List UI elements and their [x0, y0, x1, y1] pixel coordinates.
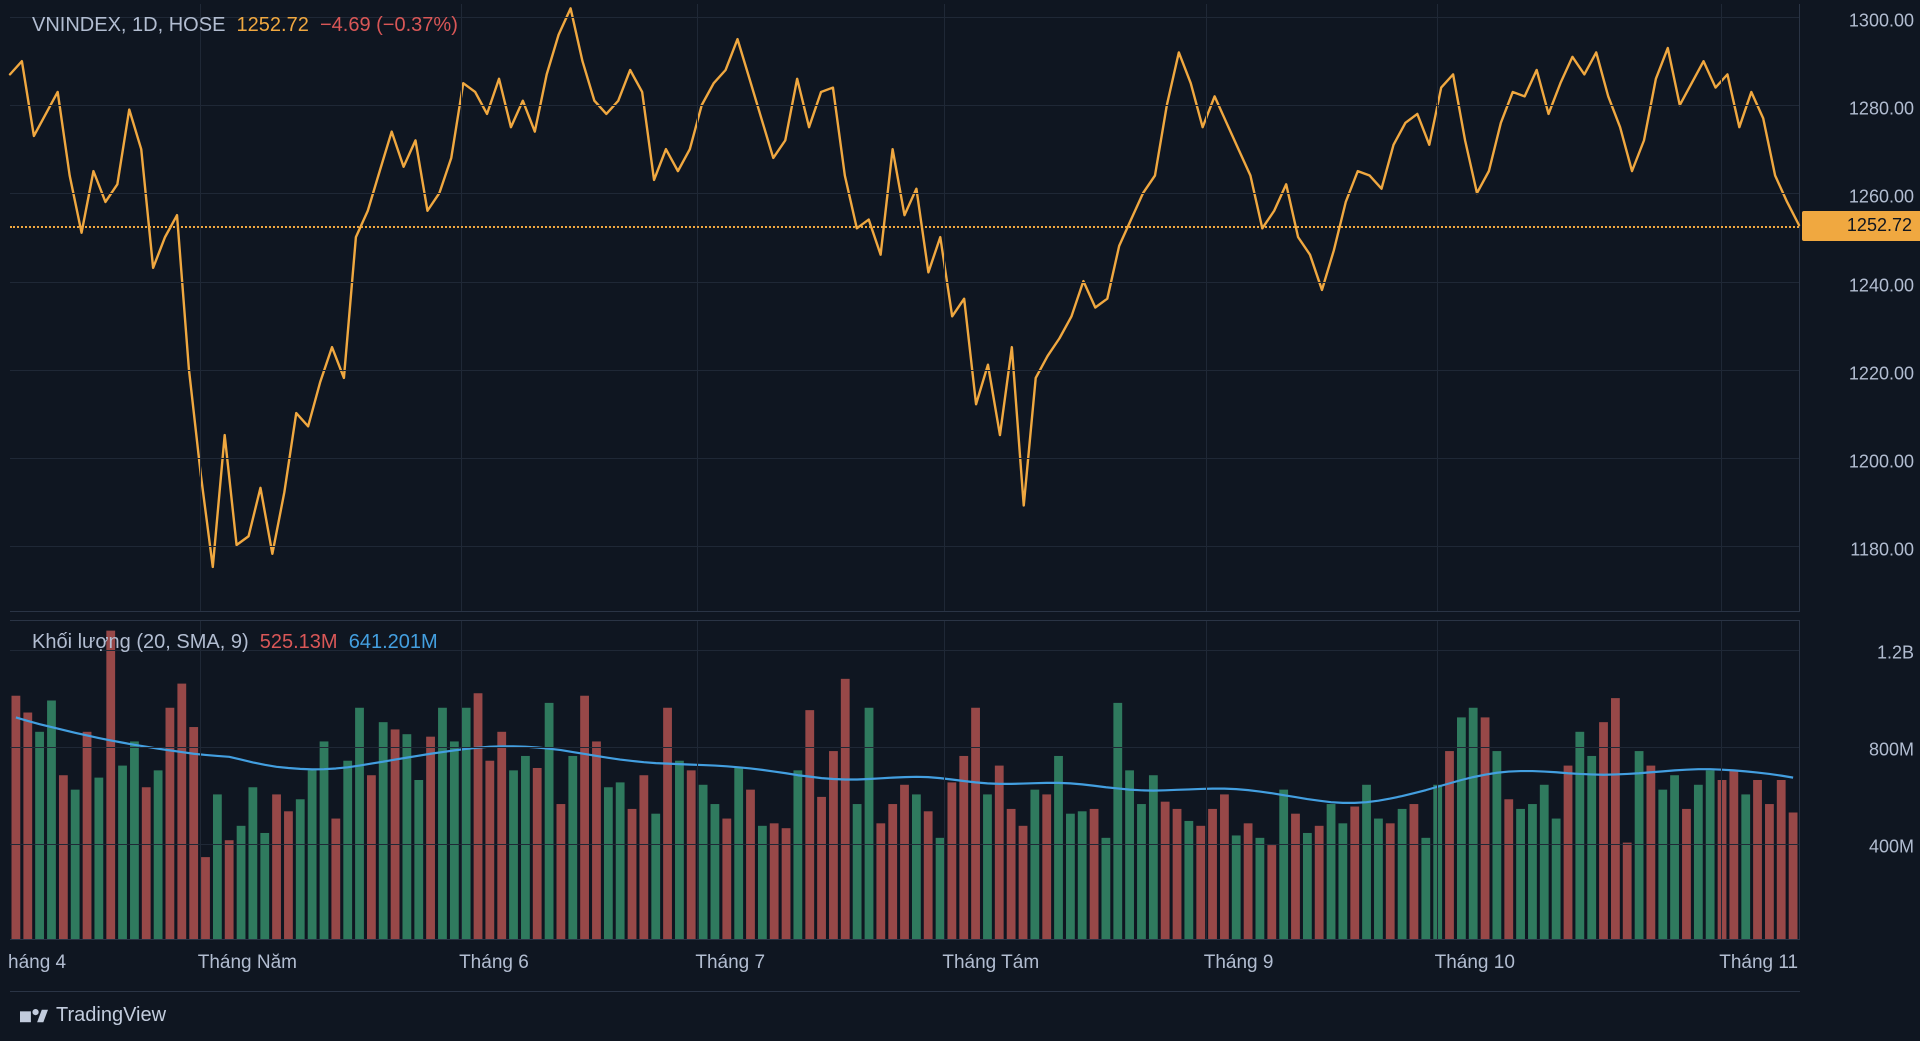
- interval-label: 1D: [132, 14, 158, 36]
- volume-value-2: 641.201M: [349, 631, 438, 653]
- time-axis-label: Tháng Năm: [198, 952, 297, 974]
- exchange-label: HOSE: [169, 14, 226, 36]
- time-axis-label: háng 4: [8, 952, 66, 974]
- current-price-tag-text: 1252.72: [1847, 215, 1912, 236]
- price-ytick-label: 1200.00: [1810, 451, 1920, 472]
- ticker-label: VNINDEX: [32, 14, 121, 36]
- price-ytick-label: 1300.00: [1810, 11, 1920, 32]
- price-ytick-label: 1180.00: [1810, 539, 1920, 560]
- price-line-svg: [10, 4, 1799, 611]
- volume-bars-svg: [10, 621, 1799, 939]
- volume-ytick-label: 400M: [1810, 837, 1920, 858]
- price-ytick-label: 1280.00: [1810, 99, 1920, 120]
- price-change-pct: (−0.37%): [376, 14, 458, 36]
- time-axis-label: Tháng 10: [1435, 952, 1515, 974]
- tradingview-brand[interactable]: TradingView: [20, 1004, 166, 1027]
- volume-params: (20, SMA, 9): [136, 631, 248, 653]
- current-price-line: [10, 226, 1799, 228]
- time-axis-label: Tháng 6: [459, 952, 529, 974]
- brand-text: TradingView: [56, 1004, 166, 1027]
- price-ytick-label: 1260.00: [1810, 187, 1920, 208]
- price-legend: VNINDEX, 1D, HOSE 1252.72 −4.69 (−0.37%): [32, 14, 458, 37]
- y-axis: 1180.00 1200.00 1220.00 1240.00 1260.00 1280.…: [1802, 4, 1920, 940]
- tradingview-logo-icon: [20, 1006, 48, 1026]
- last-price: 1252.72: [237, 14, 309, 36]
- volume-title: Khối lượng: [32, 631, 131, 653]
- time-axis: háng 4 Tháng Năm Tháng 6 Tháng 7 Tháng Tám Th…: [10, 944, 1800, 992]
- price-change: −4.69: [320, 14, 371, 36]
- chart-container: 1180.00 1200.00 1220.00 1240.00 1260.00 1280.…: [0, 0, 1920, 1041]
- volume-pane[interactable]: Khối lượng (20, SMA, 9) 525.13M 641.201M: [10, 620, 1800, 940]
- time-axis-label: Tháng Tám: [942, 952, 1039, 974]
- current-price-tag: 1252.72: [1802, 211, 1920, 241]
- volume-value-1: 525.13M: [260, 631, 338, 653]
- volume-ytick-label: 1.2B: [1810, 643, 1920, 664]
- volume-ytick-label: 800M: [1810, 740, 1920, 761]
- price-ytick-label: 1220.00: [1810, 363, 1920, 384]
- price-ytick-label: 1240.00: [1810, 275, 1920, 296]
- time-axis-label: Tháng 11: [1719, 952, 1798, 974]
- price-pane[interactable]: VNINDEX, 1D, HOSE 1252.72 −4.69 (−0.37%): [10, 4, 1800, 612]
- time-axis-label: Tháng 7: [695, 952, 765, 974]
- volume-legend: Khối lượng (20, SMA, 9) 525.13M 641.201M: [32, 631, 438, 654]
- time-axis-label: Tháng 9: [1204, 952, 1274, 974]
